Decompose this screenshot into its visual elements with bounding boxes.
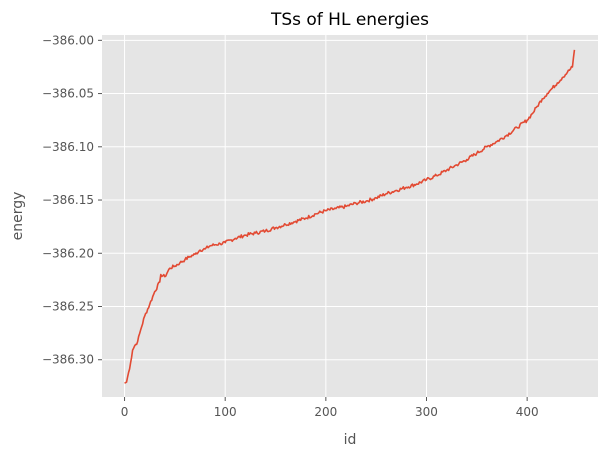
y-gridlines: [102, 39, 598, 361]
x-axis-label: id: [344, 432, 357, 448]
chart-title: TSs of HL energies: [270, 10, 429, 30]
x-tick-label: 300: [415, 405, 438, 419]
y-axis-label: energy: [10, 192, 26, 241]
y-tick-label: −386.15: [42, 193, 94, 207]
y-tick-label: −386.25: [42, 300, 94, 314]
y-tick-label: −386.05: [42, 87, 94, 101]
x-tick-label: 0: [121, 405, 129, 419]
x-tick-label: 100: [214, 405, 237, 419]
y-axis-ticks: −386.30 −386.25 −386.20 −386.15 −386.10 −386.…: [42, 33, 102, 367]
x-tick-label: 400: [516, 405, 539, 419]
y-tick-label: −386.00: [42, 33, 94, 47]
y-tick-label: −386.30: [42, 353, 94, 367]
energy-series-line: [124, 49, 576, 384]
y-tick-label: −386.20: [42, 246, 94, 260]
x-axis-ticks: 0 100 200 300 400: [121, 397, 539, 419]
plot-background: [102, 35, 598, 397]
x-gridlines: [124, 35, 528, 397]
y-tick-label: −386.10: [42, 140, 94, 154]
x-tick-label: 200: [314, 405, 337, 419]
